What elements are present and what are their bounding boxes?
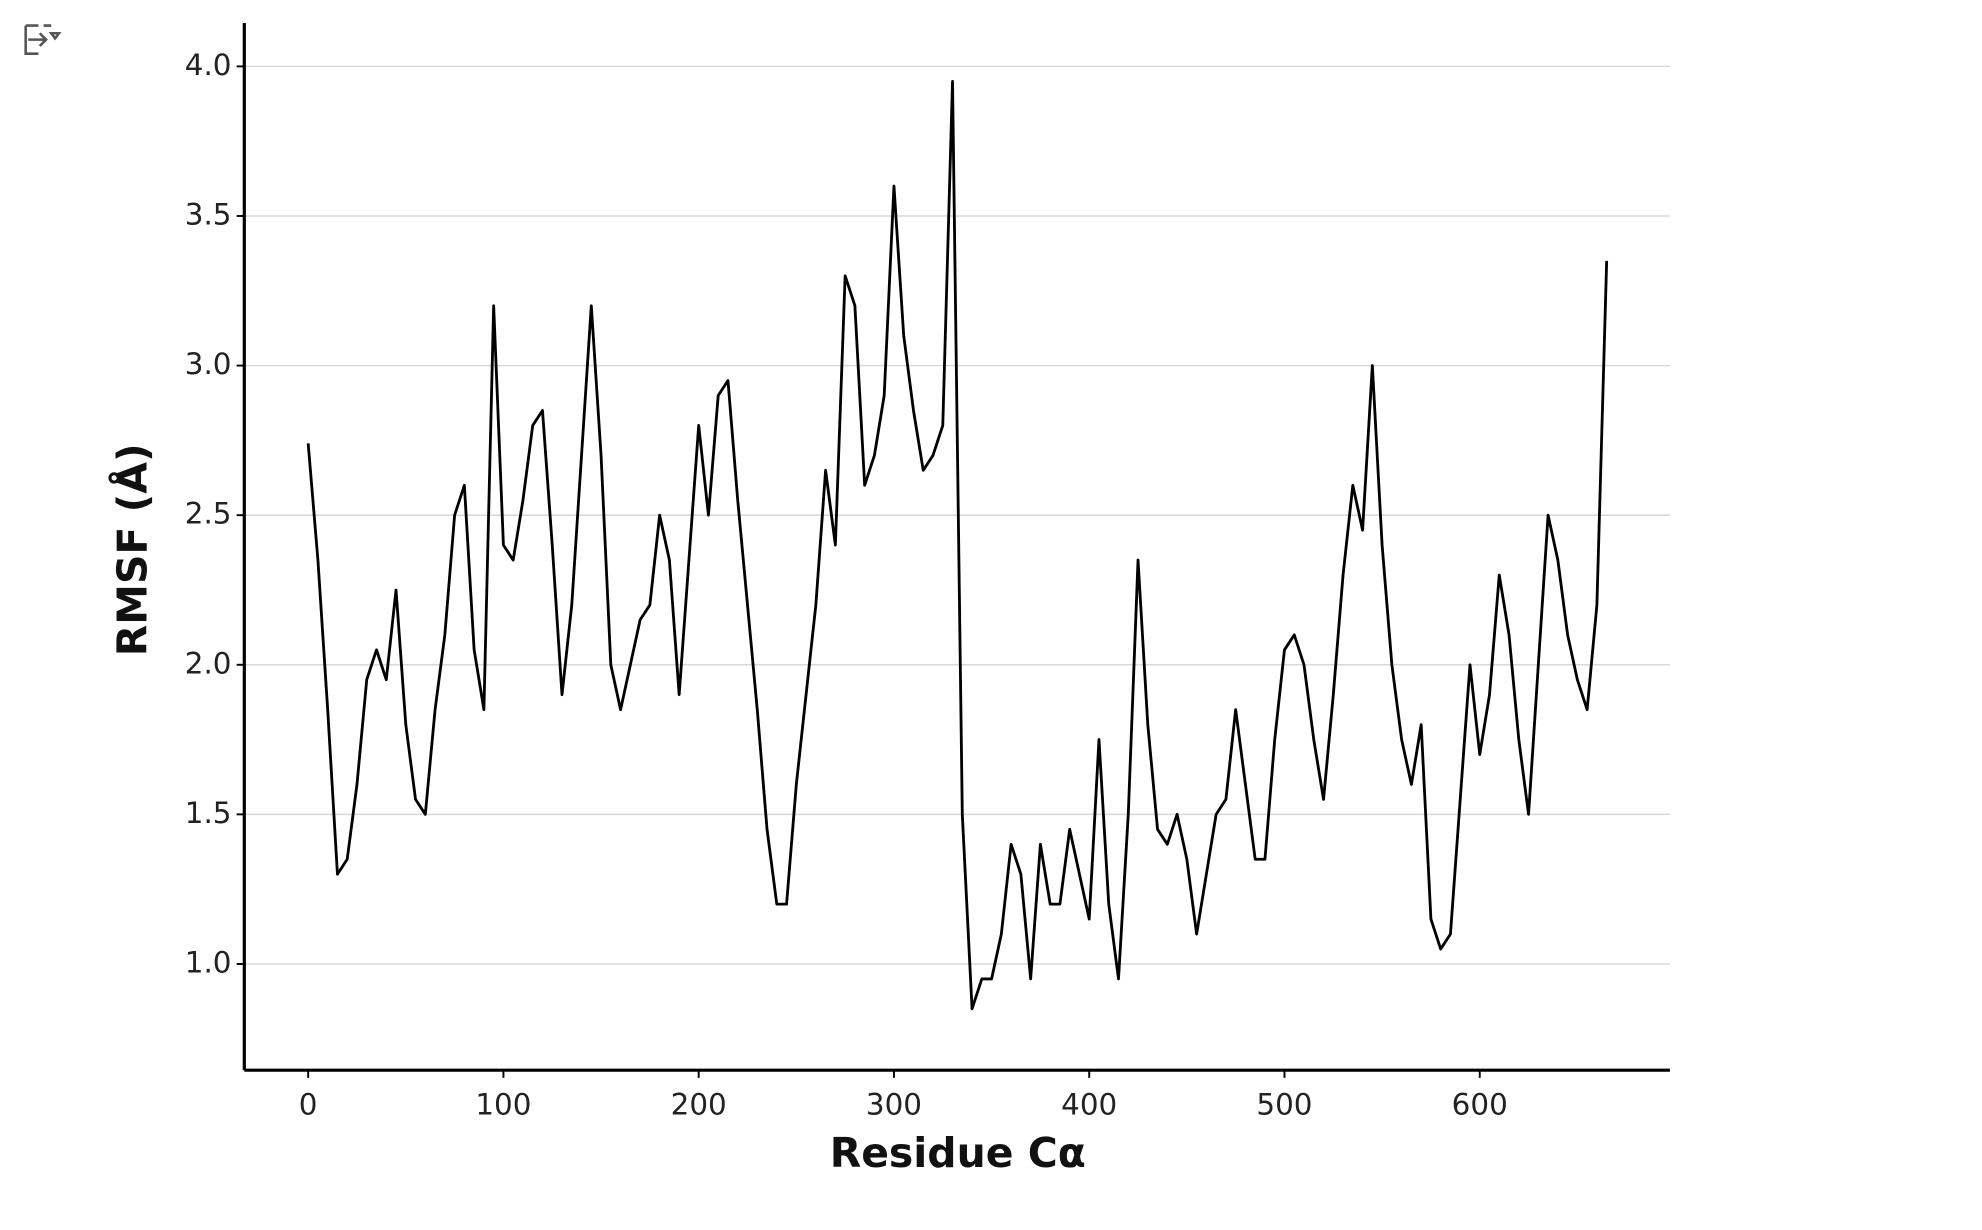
y-tick-label: 3.0 [185, 347, 232, 381]
y-tick-label: 3.5 [185, 197, 232, 231]
x-tick-label: 300 [866, 1087, 922, 1121]
data-line [306, 79, 1609, 1011]
y-axis-label: RMSF (Å) [108, 443, 157, 656]
x-axis-label: Residue Cα [830, 1129, 1086, 1177]
x-tick-label: 200 [671, 1087, 727, 1121]
x-tick-label: 0 [299, 1087, 318, 1121]
x-tick-label: 100 [475, 1087, 531, 1121]
x-tick-label: 500 [1256, 1087, 1312, 1121]
x-tick-label: 600 [1452, 1087, 1508, 1121]
y-tick-label: 2.5 [185, 497, 232, 531]
x-tick-label: 400 [1061, 1087, 1117, 1121]
y-tick-label: 1.5 [185, 796, 232, 830]
output-icon[interactable] [17, 15, 65, 62]
y-tick-label: 1.0 [185, 945, 232, 979]
y-tick-label: 4.0 [185, 48, 232, 82]
y-tick-label: 2.0 [185, 646, 232, 680]
